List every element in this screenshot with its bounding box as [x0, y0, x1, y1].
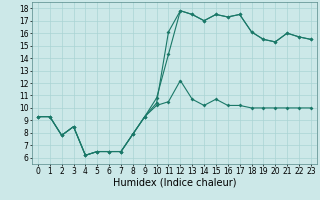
- X-axis label: Humidex (Indice chaleur): Humidex (Indice chaleur): [113, 178, 236, 188]
